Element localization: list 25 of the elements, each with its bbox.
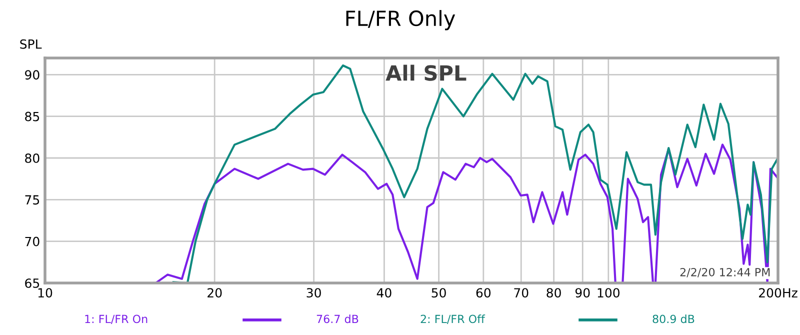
x-tick-label: 60 — [476, 288, 491, 298]
y-tick-label: 90 — [25, 70, 40, 80]
y-tick-label: 85 — [25, 112, 40, 122]
y-tick-label: 70 — [25, 236, 40, 246]
x-tick-label: 50 — [432, 288, 446, 298]
y-tick-label: 65 — [25, 278, 40, 288]
x-tick-label: 70 — [514, 288, 528, 298]
chart-title: FL/FR Only — [346, 10, 456, 30]
text: 2: FL/FR Off — [420, 314, 486, 324]
x-tick-label: 100 — [598, 288, 620, 298]
x-tick-label: 90 — [575, 288, 590, 298]
x-tick-label: 200Hz — [759, 288, 798, 298]
annotation: All SPL — [386, 64, 466, 81]
text: 76.7 dB — [316, 314, 358, 324]
x-tick-label: 80 — [546, 288, 561, 298]
text: 1: FL/FR On — [85, 314, 148, 324]
x-tick-label: 20 — [208, 288, 222, 298]
annotation: 2/2/20 12:44 PM — [680, 268, 770, 278]
y-tick-label: 75 — [25, 195, 40, 205]
y-tick-label: 80 — [25, 153, 40, 163]
x-tick-label: 40 — [376, 288, 392, 298]
y-axis-title: SPL — [20, 39, 42, 49]
x-tick-label: 10 — [38, 288, 52, 298]
text: 80.9 dB — [652, 314, 694, 324]
x-tick-label: 30 — [306, 288, 321, 298]
